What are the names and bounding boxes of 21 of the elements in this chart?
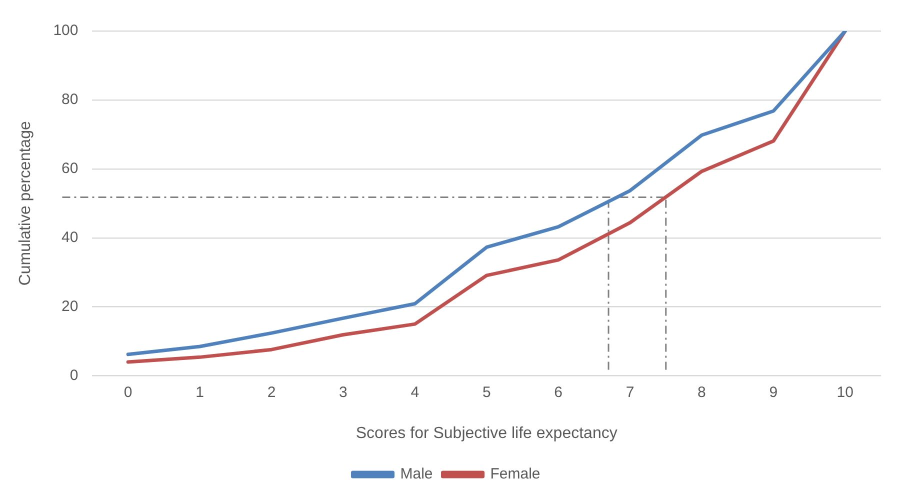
y-tick-label: 60 [62,160,78,178]
x-tick-label: 7 [626,384,634,401]
y-tick-label: 100 [53,22,78,40]
x-tick-label: 0 [124,384,132,401]
x-tick-label: 3 [339,384,348,401]
x-tick-label: 5 [482,384,491,401]
x-tick-label: 8 [698,384,706,401]
x-tick-label: 2 [267,384,276,401]
x-axis-title: Scores for Subjective life expectancy [356,424,618,442]
x-tick-label: 9 [769,384,778,401]
legend-label: Female [490,466,540,483]
legend-label: Male [400,466,433,483]
y-axis-title: Cumulative percentage [17,121,34,286]
x-tick-label: 10 [836,384,854,401]
y-tick-label: 0 [70,366,78,384]
x-tick-label: 1 [196,384,204,401]
y-tick-label: 20 [62,298,78,315]
x-tick-label: 6 [554,384,562,401]
x-tick-label: 4 [410,384,420,401]
y-tick-label: 40 [62,229,78,246]
y-tick-label: 80 [62,91,78,108]
